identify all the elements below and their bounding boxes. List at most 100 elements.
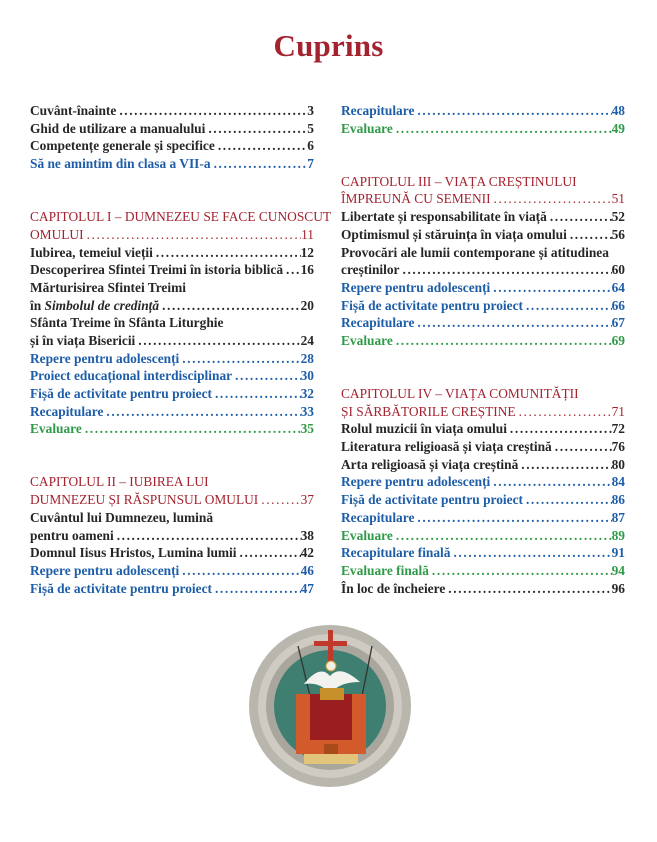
page-number[interactable]: 69 xyxy=(611,332,625,348)
page-number[interactable]: 94 xyxy=(611,562,625,578)
title-text: în xyxy=(30,297,45,313)
page-number[interactable]: 35 xyxy=(300,421,314,437)
title-text: Fișă de activitate pentru proiect xyxy=(30,580,212,596)
toc-entry-line: Evaluare................................… xyxy=(341,332,625,350)
page-number[interactable]: 37 xyxy=(300,492,314,508)
page-number[interactable]: 67 xyxy=(611,315,625,331)
page-number[interactable]: 24 xyxy=(300,332,314,348)
dot-leader: ........................................… xyxy=(116,527,301,543)
toc-entry-arta-religioasa-si-viata-crestina[interactable]: Arta religioasă și viața creștină.......… xyxy=(341,456,625,474)
toc-entry-descoperirea-sfintei-treimi-in-istoria-b[interactable]: Descoperirea Sfintei Treimi în istoria b… xyxy=(30,261,314,279)
toc-entry-libertate-si-responsabilitate-in-viata[interactable]: Libertate și responsabilitate în viață..… xyxy=(341,208,625,226)
dot-leader: ........................................… xyxy=(431,562,612,578)
toc-entry-line: Cuvânt-înainte..........................… xyxy=(30,102,314,120)
toc-entry-domnul-iisus-hristos-lumina-lumii[interactable]: Domnul Iisus Hristos, Lumina lumii......… xyxy=(30,544,314,562)
toc-entry-recapitulare[interactable]: Recapitulare............................… xyxy=(341,314,625,332)
toc-entry-fisa-de-activitate-pentru-proiect[interactable]: Fișă de activitate pentru proiect.......… xyxy=(30,385,314,403)
toc-entry-evaluare[interactable]: Evaluare................................… xyxy=(341,527,625,545)
toc-entry-rolul-muzicii-in-viata-omului[interactable]: Rolul muzicii în viața omului...........… xyxy=(341,420,625,438)
page-number[interactable]: 11 xyxy=(301,226,314,242)
page-number[interactable]: 16 xyxy=(300,262,314,278)
page-number[interactable]: 6 xyxy=(307,138,314,154)
toc-entry-title: Repere pentru adolescenți xyxy=(341,279,490,297)
toc-entry-line: Ghid de utilizare a manualului..........… xyxy=(30,120,314,138)
page-number[interactable]: 12 xyxy=(300,244,314,260)
chapter-capitolul-ii-iubirea-lui-dumnezeu-si-ras[interactable]: CAPITOLUL II – IUBIREA LUI DUMNEZEU ȘI RĂ… xyxy=(30,473,314,508)
toc-entry-recapitulare-finala[interactable]: Recapitulare finală.....................… xyxy=(341,544,625,562)
toc-entry-iubirea-temeiul-vietii[interactable]: Iubirea, temeiul vieții.................… xyxy=(30,244,314,262)
page-number[interactable]: 30 xyxy=(300,368,314,384)
toc-entry-evaluare[interactable]: Evaluare................................… xyxy=(341,332,625,350)
toc-entry-recapitulare[interactable]: Recapitulare............................… xyxy=(341,102,625,120)
toc-entry-marturisirea-sfintei-treimi-in[interactable]: Mărturisirea Sfintei Treimi în Simbolul d… xyxy=(30,279,314,314)
page-number[interactable]: 49 xyxy=(611,120,625,136)
page-number[interactable]: 87 xyxy=(611,509,625,525)
title-text: Evaluare xyxy=(341,527,393,543)
title-text: Cuvânt-înainte xyxy=(30,103,117,118)
toc-entry-literatura-religioasa-si-viata-crestina[interactable]: Literatura religioasă și viața creștină.… xyxy=(341,438,625,456)
page-number[interactable]: 76 xyxy=(611,439,625,455)
dot-leader: ........................................… xyxy=(395,120,612,136)
page-number[interactable]: 5 xyxy=(307,120,314,136)
page-number[interactable]: 71 xyxy=(611,403,625,419)
toc-entry-repere-pentru-adolescenti[interactable]: Repere pentru adolescenți...............… xyxy=(30,562,314,580)
page-number[interactable]: 64 xyxy=(611,279,625,295)
page-number[interactable]: 46 xyxy=(300,562,314,578)
toc-entry-line-continued: CAPITOLUL IV – VIAȚA COMUNITĂȚII xyxy=(341,385,625,403)
page-number[interactable]: 80 xyxy=(611,456,625,472)
page-number[interactable]: 56 xyxy=(611,226,625,242)
page-number[interactable]: 52 xyxy=(611,209,625,225)
toc-entry-sfanta-treime-in-sfanta-liturghie-si-in-[interactable]: Sfânta Treime în Sfânta Liturghie și în v… xyxy=(30,314,314,349)
toc-entry-evaluare[interactable]: Evaluare................................… xyxy=(30,420,314,438)
page-number[interactable]: 32 xyxy=(300,386,314,401)
toc-entry-optimismul-si-staruinta-in-viata-omului[interactable]: Optimismul și stăruința în viața omului.… xyxy=(341,226,625,244)
page-number[interactable]: 28 xyxy=(300,350,314,366)
page-number[interactable]: 66 xyxy=(611,297,625,313)
page-number[interactable]: 91 xyxy=(611,545,625,561)
toc-entry-repere-pentru-adolescenti[interactable]: Repere pentru adolescenți...............… xyxy=(341,473,625,491)
toc-entry-provocari-ale-lumii-contemporane-si-atit[interactable]: Provocări ale lumii contemporane și atit… xyxy=(341,244,625,279)
toc-entry-evaluare-finala[interactable]: Evaluare finală.........................… xyxy=(341,562,625,580)
chapter-capitolul-iv-viata-comunitatii-si-sarbat[interactable]: CAPITOLUL IV – VIAȚA COMUNITĂȚII ȘI SĂRBĂ… xyxy=(341,385,625,420)
toc-entry-repere-pentru-adolescenti[interactable]: Repere pentru adolescenți...............… xyxy=(30,350,314,368)
toc-entry-title: Descoperirea Sfintei Treimi în istoria b… xyxy=(30,261,283,279)
page-number[interactable]: 42 xyxy=(300,545,314,561)
page-number[interactable]: 96 xyxy=(611,580,625,596)
toc-entry-evaluare[interactable]: Evaluare................................… xyxy=(341,120,625,138)
toc-entry-in-loc-de-incheiere[interactable]: În loc de încheiere.....................… xyxy=(341,580,625,598)
toc-entry-line-continued: Mărturisirea Sfintei Treimi xyxy=(30,279,314,297)
toc-entry-line: Fișă de activitate pentru proiect.......… xyxy=(30,385,314,403)
title-text: În loc de încheiere xyxy=(341,580,446,596)
page-number[interactable]: 89 xyxy=(611,527,625,543)
toc-entry-recapitulare[interactable]: Recapitulare............................… xyxy=(30,403,314,421)
toc-entry-title: Cuvânt-înainte xyxy=(30,102,116,120)
page-number[interactable]: 60 xyxy=(611,262,625,278)
page-number[interactable]: 72 xyxy=(611,421,625,437)
page-number[interactable]: 86 xyxy=(611,492,625,508)
page-number[interactable]: 20 xyxy=(300,297,314,313)
page-number[interactable]: 38 xyxy=(300,527,314,543)
dot-leader: ........................................… xyxy=(138,332,301,348)
toc-entry-title: Recapitulare xyxy=(341,102,414,120)
page-number[interactable]: 84 xyxy=(611,474,625,490)
page-number[interactable]: 48 xyxy=(611,103,625,118)
toc-entry-fisa-de-activitate-pentru-proiect[interactable]: Fișă de activitate pentru proiect.......… xyxy=(341,297,625,315)
page-number[interactable]: 7 xyxy=(307,156,314,172)
toc-entry-recapitulare[interactable]: Recapitulare............................… xyxy=(341,509,625,527)
toc-entry-competente-generale-si-specifice[interactable]: Competențe generale și specifice........… xyxy=(30,137,314,155)
chapter-capitolul-iii-viata-crestinului-impreuna[interactable]: CAPITOLUL III – VIAȚA CREȘTINULUI ÎMPREUN… xyxy=(341,173,625,208)
toc-entry-fisa-de-activitate-pentru-proiect[interactable]: Fișă de activitate pentru proiect.......… xyxy=(341,491,625,509)
page-number[interactable]: 3 xyxy=(307,103,314,118)
page-number[interactable]: 33 xyxy=(300,403,314,419)
toc-entry-fisa-de-activitate-pentru-proiect[interactable]: Fișă de activitate pentru proiect.......… xyxy=(30,580,314,598)
toc-entry-proiect-educational-interdisciplinar[interactable]: Proiect educațional interdisciplinar....… xyxy=(30,367,314,385)
title-text: Evaluare xyxy=(341,120,393,136)
toc-entry-repere-pentru-adolescenti[interactable]: Repere pentru adolescenți...............… xyxy=(341,279,625,297)
page-number[interactable]: 51 xyxy=(611,191,625,207)
chapter-capitolul-i-dumnezeu-se-face-cunoscut-om[interactable]: CAPITOLUL I – DUMNEZEU SE FACE CUNOSCUT O… xyxy=(30,208,331,243)
toc-entry-ghid-de-utilizare-a-manualului[interactable]: Ghid de utilizare a manualului..........… xyxy=(30,120,314,138)
toc-entry-sa-ne-amintim-din-clasa-a-vii-a[interactable]: Să ne amintim din clasa a VII-a.........… xyxy=(30,155,314,173)
toc-entry-cuvantul-lui-dumnezeu-lumina-pentru-oame[interactable]: Cuvântul lui Dumnezeu, lumină pentru oame… xyxy=(30,509,314,544)
toc-entry-cuvant-inainte[interactable]: Cuvânt-înainte..........................… xyxy=(30,102,314,120)
page-number[interactable]: 47 xyxy=(300,580,314,596)
